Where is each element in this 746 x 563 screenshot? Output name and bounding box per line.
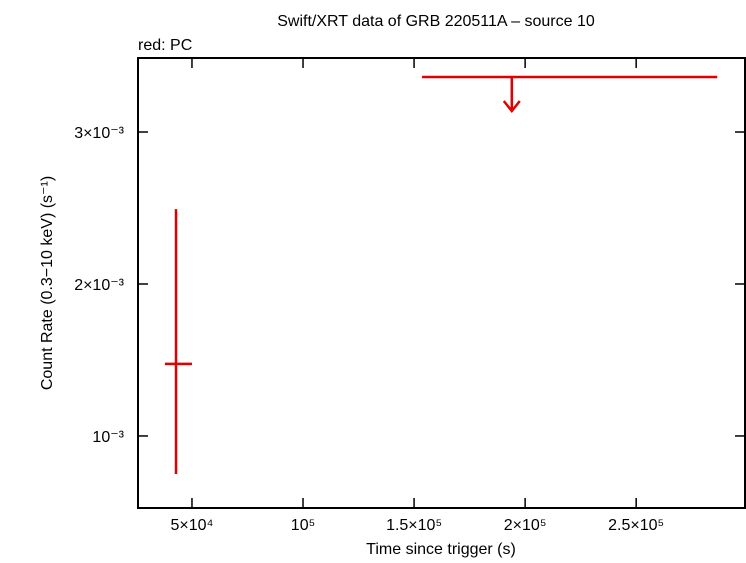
upper-limit-arrow xyxy=(502,76,521,113)
plot-frame xyxy=(137,57,746,509)
y-tick-label: 2×10⁻³ xyxy=(74,277,124,294)
x-tick-label: 10⁵ xyxy=(291,517,315,534)
legend-text: red: PC xyxy=(138,37,192,54)
x-tick-label: 2.5×10⁵ xyxy=(608,517,664,534)
y-tick-label: 3×10⁻³ xyxy=(74,125,124,142)
y-tick-label: 10⁻³ xyxy=(92,429,124,446)
x-tick-label: 1.5×10⁵ xyxy=(386,517,442,534)
x-tick-label: 5×10⁴ xyxy=(171,517,214,534)
y-axis-label: Count Rate (0.3−10 keV) (s⁻¹) xyxy=(39,176,56,390)
x-tick-label: 2×10⁵ xyxy=(504,517,547,534)
x-axis-label: Time since trigger (s) xyxy=(366,541,516,558)
chart-title: Swift/XRT data of GRB 220511A – source 1… xyxy=(277,13,595,30)
